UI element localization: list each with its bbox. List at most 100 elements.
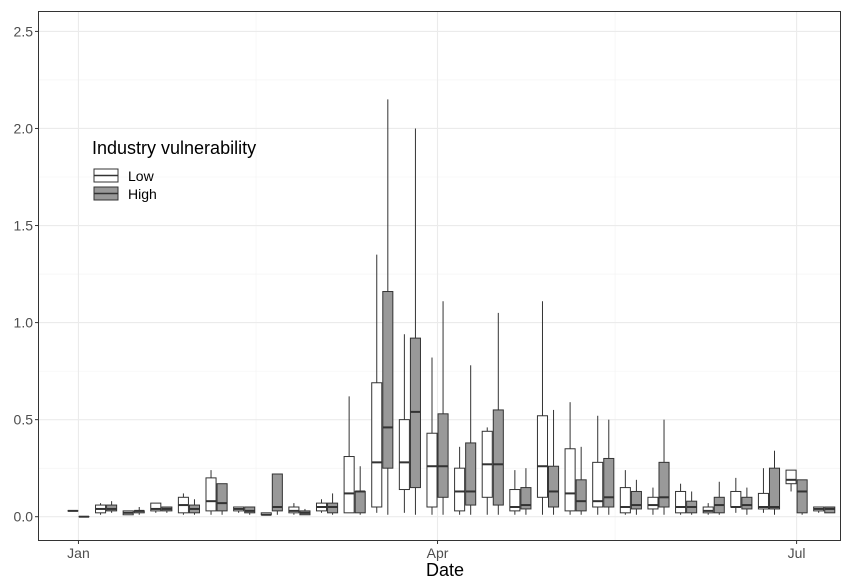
box-iqr <box>536 415 549 498</box>
box-iqr <box>592 461 604 508</box>
box-layer <box>67 99 836 518</box>
box-high <box>575 446 587 515</box>
box-low <box>398 334 410 513</box>
box-low <box>481 427 493 515</box>
box-iqr <box>271 473 283 512</box>
box-iqr <box>768 467 781 510</box>
box-iqr <box>757 492 769 510</box>
box-high <box>133 507 145 515</box>
box-high <box>188 499 201 515</box>
box-iqr <box>658 461 670 508</box>
box-iqr <box>603 457 615 508</box>
box-high <box>603 419 615 515</box>
grid-layer <box>39 12 840 540</box>
x-tick-label: Apr <box>427 545 449 561</box>
box-low <box>813 506 825 513</box>
box-iqr <box>465 442 477 506</box>
box-iqr <box>205 477 217 512</box>
box-high <box>548 409 560 515</box>
y-tick-label: 2.0 <box>14 120 34 136</box>
box-iqr <box>796 479 808 514</box>
box-low <box>205 470 217 515</box>
box-low <box>619 470 631 515</box>
box-high <box>382 99 394 515</box>
box-iqr <box>150 502 162 512</box>
box-iqr <box>630 490 642 510</box>
y-tick-label: 1.0 <box>14 315 34 331</box>
box-iqr <box>520 487 532 510</box>
box-high <box>492 312 504 515</box>
legend: Industry vulnerability Low High <box>92 138 256 202</box>
box-iqr <box>437 413 449 498</box>
axis-layer: 0.0 0.5 1.0 1.5 2.0 2.5 Jan Apr Jul <box>14 23 806 561</box>
y-tick-label: 2.5 <box>14 23 34 39</box>
legend-label-high: High <box>128 186 157 202</box>
box-iqr <box>454 467 466 512</box>
box-low <box>343 396 355 514</box>
box-high <box>824 506 836 514</box>
box-low <box>95 503 107 515</box>
box-high <box>713 481 725 515</box>
box-low <box>785 469 797 492</box>
box-iqr <box>741 496 753 510</box>
box-high <box>796 479 808 515</box>
box-iqr <box>371 382 383 508</box>
box-high <box>520 468 532 515</box>
box-low <box>177 493 189 515</box>
box-low <box>536 301 549 515</box>
box-low <box>757 468 769 513</box>
box-high <box>409 128 421 515</box>
box-high <box>271 473 283 515</box>
box-low <box>315 499 328 513</box>
box-low <box>509 470 521 515</box>
box-low <box>675 483 687 515</box>
box-iqr <box>343 456 355 514</box>
box-iqr <box>426 432 438 508</box>
box-high <box>354 466 366 515</box>
box-high <box>299 508 311 516</box>
x-tick-label: Jan <box>67 545 90 561</box>
box-iqr <box>216 483 228 512</box>
box-low <box>647 487 659 515</box>
box-iqr <box>548 465 560 508</box>
x-tick-label: Jul <box>788 545 806 561</box>
box-iqr <box>354 490 366 514</box>
box-high <box>437 301 449 515</box>
box-high <box>161 506 173 513</box>
box-high <box>244 506 256 515</box>
box-iqr <box>575 479 587 512</box>
box-low <box>371 254 383 513</box>
box-low <box>564 402 576 515</box>
legend-key-high <box>93 186 119 201</box>
box-low <box>288 503 300 515</box>
y-tick-label: 0.0 <box>14 509 34 525</box>
box-high <box>106 501 118 513</box>
box-low <box>702 503 714 515</box>
box-high <box>658 419 670 515</box>
box-low <box>426 357 438 515</box>
box-high <box>216 483 228 515</box>
box-low <box>730 477 742 513</box>
box-iqr <box>492 409 504 506</box>
box-low <box>260 512 272 516</box>
y-tick-label: 0.5 <box>14 412 34 428</box>
legend-label-low: Low <box>128 168 155 184</box>
box-low <box>150 502 162 513</box>
box-high <box>465 365 477 515</box>
box-iqr <box>509 489 521 512</box>
box-low <box>233 506 245 513</box>
box-iqr <box>382 291 394 469</box>
box-high <box>327 493 339 515</box>
box-iqr <box>675 490 687 514</box>
box-iqr <box>619 487 631 514</box>
box-low <box>122 510 134 516</box>
x-axis-title: Date <box>426 560 464 580</box>
box-iqr <box>730 490 742 508</box>
box-high <box>686 491 698 515</box>
box-iqr <box>647 496 659 510</box>
box-high <box>741 487 753 515</box>
box-iqr <box>785 469 797 485</box>
box-low <box>454 446 466 515</box>
box-iqr <box>398 419 410 491</box>
